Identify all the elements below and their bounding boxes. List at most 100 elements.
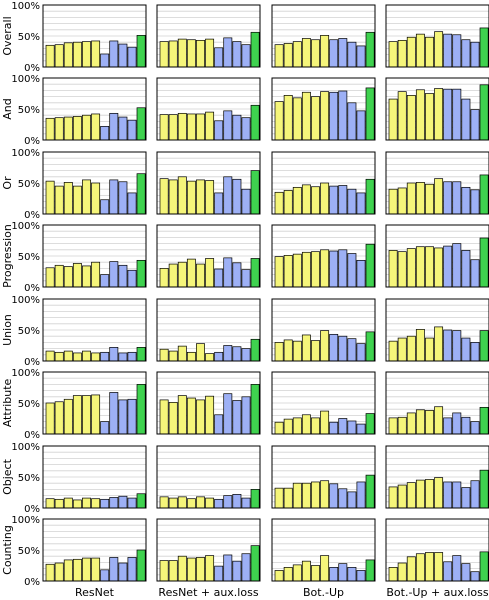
- x-group-label: ResNet: [75, 586, 115, 599]
- bar: [91, 113, 101, 141]
- bar: [54, 185, 64, 215]
- bar: [365, 243, 375, 288]
- bar: [311, 96, 320, 141]
- bar: [452, 34, 462, 68]
- bar: [415, 479, 425, 509]
- bar: [329, 333, 339, 362]
- bar: [388, 188, 398, 215]
- bar: [461, 416, 471, 435]
- bar: [136, 107, 146, 141]
- bar: [186, 113, 196, 141]
- bar: [168, 40, 178, 68]
- bar: [118, 264, 128, 288]
- bar: [434, 326, 444, 362]
- bar: [54, 117, 64, 141]
- bar: [214, 47, 224, 68]
- bar: [274, 256, 284, 288]
- bar: [45, 44, 55, 68]
- bar: [82, 395, 91, 435]
- bar: [127, 557, 137, 582]
- subplot-frame: [156, 224, 261, 288]
- bar: [127, 351, 137, 362]
- bar: [443, 181, 453, 215]
- bar: [397, 562, 407, 582]
- bar: [45, 402, 55, 435]
- bar: [214, 498, 224, 509]
- bar: [292, 41, 302, 68]
- subplot-frame: [42, 4, 147, 68]
- bar: [470, 342, 480, 362]
- bar: [388, 41, 398, 68]
- bar: [82, 350, 91, 362]
- bar: [347, 102, 357, 141]
- bar: [320, 410, 330, 435]
- subplot-frame: [385, 298, 489, 362]
- bar: [406, 36, 416, 68]
- bar: [274, 421, 284, 435]
- bar: [91, 394, 101, 435]
- bar: [452, 412, 462, 435]
- bar: [196, 496, 205, 509]
- bar: [311, 340, 320, 362]
- bar: [365, 87, 375, 141]
- bar: [329, 91, 339, 141]
- subplot-frame: [42, 518, 147, 582]
- bar: [479, 406, 489, 435]
- bar: [109, 497, 119, 509]
- bar: [434, 178, 444, 215]
- bar: [91, 352, 101, 362]
- bar: [109, 179, 119, 215]
- bar: [356, 423, 366, 435]
- subplot-frame: [42, 445, 147, 509]
- bar: [205, 258, 215, 288]
- bar: [479, 330, 489, 362]
- bar: [274, 570, 284, 582]
- bar: [338, 418, 348, 435]
- bar: [100, 421, 110, 435]
- bar: [283, 567, 293, 582]
- subplot-frame: [385, 445, 489, 509]
- bar: [205, 38, 215, 68]
- bar: [159, 178, 169, 215]
- bar: [159, 41, 169, 68]
- bar: [205, 180, 215, 215]
- bar: [82, 179, 91, 215]
- bar: [63, 497, 73, 509]
- bar: [109, 261, 119, 288]
- bar: [72, 41, 82, 68]
- bar: [283, 95, 293, 141]
- subplot-frame: [156, 445, 261, 509]
- bar: [223, 37, 233, 68]
- bar: [292, 253, 302, 288]
- bar: [100, 126, 110, 141]
- x-group-label: Bot.-Up: [303, 586, 344, 599]
- subplot-frame: [271, 151, 376, 215]
- bar: [54, 562, 64, 582]
- subplot-frame: [271, 4, 376, 68]
- bar: [443, 561, 453, 582]
- subplot-frame: [42, 77, 147, 141]
- bar: [214, 351, 224, 362]
- bar: [250, 384, 260, 435]
- bar: [118, 181, 128, 215]
- y-axis-label: Attribute: [1, 378, 14, 427]
- bar: [177, 496, 187, 509]
- y-axis-label: And: [1, 98, 14, 119]
- bar: [347, 338, 357, 362]
- bar: [311, 186, 320, 215]
- bar: [388, 340, 398, 362]
- bar: [479, 469, 489, 509]
- bar: [470, 421, 480, 435]
- y-tick-label: 0%: [24, 136, 40, 147]
- bar: [452, 181, 462, 215]
- bar: [311, 251, 320, 288]
- bar: [311, 39, 320, 68]
- bar: [186, 180, 196, 215]
- bar: [186, 498, 196, 509]
- bar: [91, 261, 101, 288]
- bar: [452, 88, 462, 141]
- bar: [100, 274, 110, 288]
- bar: [250, 489, 260, 509]
- bar: [168, 560, 178, 582]
